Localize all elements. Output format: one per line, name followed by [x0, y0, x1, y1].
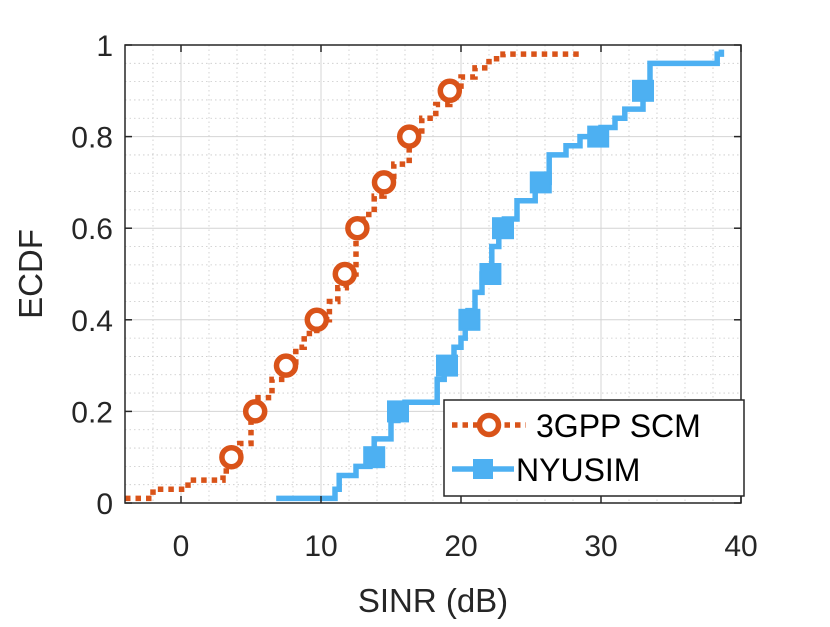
marker-3gpp-scm	[219, 444, 244, 470]
legend-box	[443, 399, 745, 497]
legend-marker-nyusim	[473, 459, 493, 479]
marker-3gpp-scm	[396, 124, 422, 149]
marker-nyusim	[529, 171, 552, 194]
x-tick-label: 40	[724, 530, 757, 563]
marker-nyusim	[479, 263, 502, 285]
marker-nyusim	[492, 217, 514, 240]
x-axis-title: SINR (dB)	[358, 582, 508, 619]
x-tick-labels: 0 10 20 30 40	[173, 530, 758, 563]
tick-marks	[125, 44, 742, 504]
y-tick-label: 0.2	[71, 396, 113, 429]
x-tick-label: 30	[584, 530, 617, 563]
legend-label-3gpp-scm: 3GPP SCM	[536, 408, 701, 444]
marker-3gpp-scm	[437, 78, 463, 104]
y-axis-title: ECDF	[12, 229, 49, 319]
marker-3gpp-scm	[273, 353, 299, 378]
series-line-nyusim	[276, 49, 725, 502]
legend-entries	[452, 412, 526, 479]
marker-nyusim	[387, 400, 409, 423]
x-tick-label: 10	[304, 530, 337, 563]
marker-nyusim	[436, 354, 458, 377]
marker-3gpp-scm	[242, 399, 268, 424]
y-tick-label: 0	[96, 488, 113, 521]
marker-nyusim	[587, 125, 610, 148]
legend-label-nyusim: NYUSIM	[516, 452, 640, 488]
marker-nyusim	[458, 308, 481, 331]
legend-marker-3gpp-scm	[476, 412, 502, 438]
y-tick-labels: 0 0.2 0.4 0.6 0.8 1	[71, 30, 113, 521]
axes-box	[124, 44, 742, 504]
marker-3gpp-scm	[345, 215, 370, 241]
marker-3gpp-scm	[371, 170, 397, 195]
legend: 3GPP SCM NYUSIM	[443, 399, 745, 497]
marker-nyusim	[363, 446, 386, 469]
marker-3gpp-scm	[332, 261, 358, 287]
y-tick-label: 0.8	[71, 122, 113, 155]
y-tick-label: 0.4	[71, 305, 113, 338]
series-layer	[125, 49, 725, 502]
y-tick-label: 1	[96, 30, 113, 63]
marker-3gpp-scm	[304, 307, 330, 333]
x-tick-label: 0	[173, 530, 190, 563]
x-tick-label: 20	[444, 530, 477, 563]
marker-nyusim	[632, 79, 654, 102]
y-tick-label: 0.6	[71, 213, 113, 246]
